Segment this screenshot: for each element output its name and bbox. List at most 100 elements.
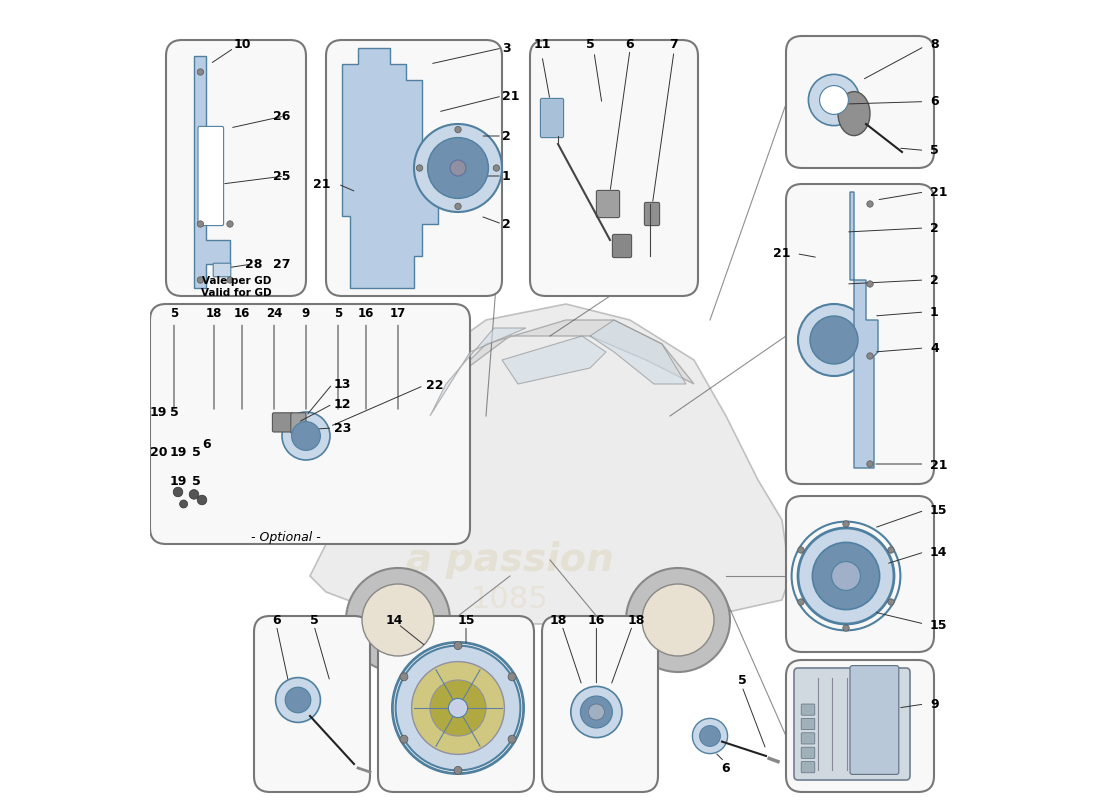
Circle shape [285,687,311,713]
Text: 21: 21 [930,459,947,472]
Circle shape [588,704,604,720]
Text: 2: 2 [930,274,938,286]
FancyBboxPatch shape [540,98,563,138]
Text: 15: 15 [930,504,947,517]
Circle shape [454,203,461,210]
Circle shape [867,201,873,207]
Circle shape [400,735,408,743]
Circle shape [888,547,894,554]
Circle shape [414,124,502,212]
Text: 2: 2 [502,218,510,230]
FancyBboxPatch shape [290,413,306,434]
Circle shape [843,625,849,631]
FancyBboxPatch shape [378,616,534,792]
Text: 14: 14 [385,614,403,626]
Circle shape [626,568,730,672]
Circle shape [454,642,462,650]
Circle shape [843,521,849,527]
Text: 1: 1 [930,306,938,318]
FancyBboxPatch shape [801,704,815,715]
Text: 2: 2 [502,130,510,142]
Text: 7: 7 [670,38,679,50]
Circle shape [292,422,320,450]
Text: 24: 24 [266,307,283,320]
Text: 15: 15 [930,619,947,632]
FancyBboxPatch shape [786,36,934,168]
Polygon shape [502,336,606,384]
FancyBboxPatch shape [326,40,502,296]
FancyBboxPatch shape [596,190,619,218]
Circle shape [197,69,204,75]
Text: 5: 5 [309,614,318,626]
FancyBboxPatch shape [786,496,934,652]
Circle shape [362,584,435,656]
Text: Valid for GD: Valid for GD [201,288,272,298]
Text: 5: 5 [170,406,178,418]
Circle shape [411,662,505,754]
Circle shape [454,126,461,133]
Circle shape [798,528,894,624]
Polygon shape [194,56,230,288]
FancyBboxPatch shape [801,747,815,758]
Polygon shape [390,320,694,464]
Text: 6: 6 [722,762,730,774]
Circle shape [227,277,233,283]
Polygon shape [430,328,526,416]
Text: 19: 19 [170,475,187,488]
Text: 23: 23 [334,422,351,434]
Circle shape [173,487,183,497]
Circle shape [808,74,859,126]
Text: 9: 9 [930,698,938,710]
Text: 21: 21 [930,186,947,198]
Circle shape [189,490,199,499]
FancyBboxPatch shape [786,660,934,792]
Text: 16: 16 [587,614,605,626]
Circle shape [449,698,468,718]
Text: 5: 5 [930,144,938,157]
Text: 25: 25 [273,170,290,182]
Text: 1: 1 [502,170,510,182]
Circle shape [276,678,320,722]
FancyBboxPatch shape [786,184,934,484]
Circle shape [798,304,870,376]
FancyBboxPatch shape [801,733,815,744]
Text: 11: 11 [534,38,551,50]
Text: 21: 21 [312,178,330,190]
Text: 5: 5 [738,674,747,686]
Text: 5: 5 [585,38,594,50]
Text: 5: 5 [169,307,178,320]
FancyBboxPatch shape [801,762,815,773]
Text: Vale per GD: Vale per GD [201,276,271,286]
Circle shape [581,696,613,728]
Polygon shape [590,320,686,384]
FancyBboxPatch shape [794,668,910,780]
Circle shape [400,673,408,681]
Circle shape [832,562,860,590]
Text: 5: 5 [191,475,200,488]
Text: a passion: a passion [406,541,614,579]
Text: 9: 9 [301,307,310,320]
Text: 1085: 1085 [471,586,549,614]
Text: - Optional -: - Optional - [251,531,321,544]
Text: 19: 19 [150,406,167,418]
Circle shape [197,495,207,505]
Text: 6: 6 [930,95,938,108]
Text: 21: 21 [772,247,790,260]
Text: 18: 18 [549,614,566,626]
Text: 4: 4 [930,342,938,354]
Polygon shape [850,192,878,468]
Circle shape [282,412,330,460]
Text: 16: 16 [234,307,250,320]
Text: 27: 27 [273,258,290,270]
Text: 14: 14 [930,546,947,558]
Circle shape [430,680,486,736]
Circle shape [700,726,720,746]
Circle shape [867,353,873,359]
Circle shape [798,598,804,605]
Circle shape [179,500,188,508]
Text: 13: 13 [334,378,351,390]
Text: 22: 22 [426,379,443,392]
Text: 26: 26 [273,110,290,122]
Text: 5: 5 [334,307,342,320]
Circle shape [454,766,462,774]
